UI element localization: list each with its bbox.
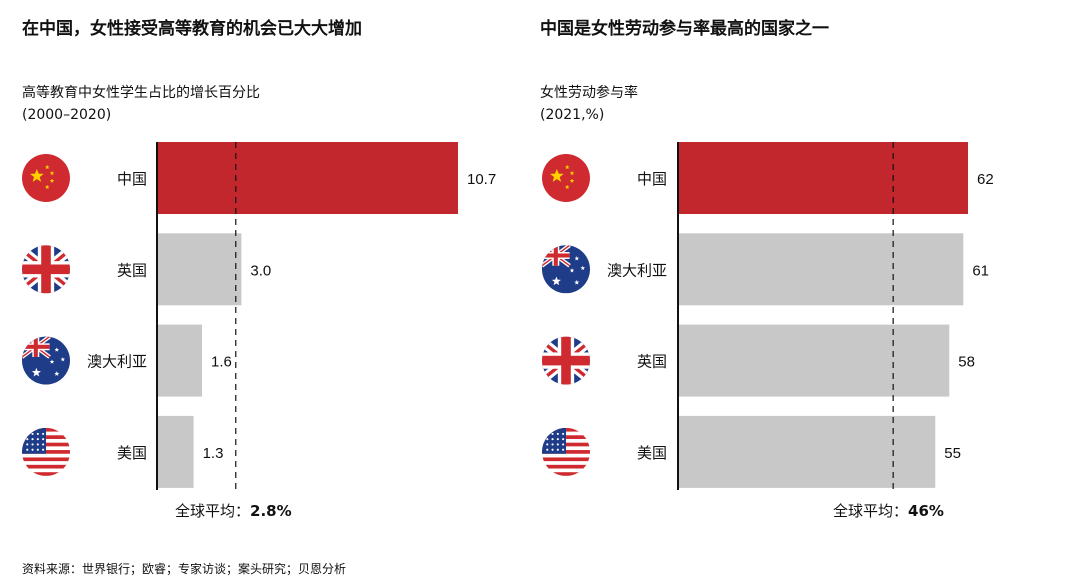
left-chart-subtitle-line1: 高等教育中女性学生占比的增长百分比	[22, 85, 260, 101]
right-chart-subtitle-line1: 女性劳动参与率	[540, 85, 638, 101]
right-global-average-text: 全球平均：	[833, 502, 909, 520]
australia-flag-icon	[542, 245, 590, 294]
left-global-average-text: 全球平均：	[175, 502, 251, 520]
data-label: 55	[944, 445, 961, 462]
data-label: 1.6	[211, 354, 232, 371]
right-global-average-label: 全球平均：46%	[833, 500, 944, 521]
australia-flag-icon	[22, 336, 70, 385]
china-flag-icon	[542, 154, 590, 202]
data-label: 61	[972, 262, 989, 279]
uk-flag-icon	[542, 336, 590, 385]
uk-flag-icon	[22, 245, 70, 294]
left-chart-title: 在中国，女性接受高等教育的机会已大大增加	[22, 19, 362, 39]
left-global-average-label: 全球平均：2.8%	[175, 500, 292, 521]
data-label: 58	[958, 354, 975, 371]
left-chart-subtitle-line2: (2000–2020)	[22, 107, 112, 123]
right-chart-subtitle: 女性劳动参与率 (2021,%)	[540, 82, 638, 126]
category-label: 澳大利亚	[607, 261, 667, 279]
right-chart-subtitle-line2: (2021,%)	[540, 107, 605, 123]
category-label: 美国	[637, 444, 667, 462]
bar	[678, 233, 964, 306]
bar	[678, 415, 936, 488]
bar	[157, 415, 194, 488]
category-label: 英国	[637, 353, 667, 371]
right-bar-chart: 62 中国 61 澳大利亚 58 英国 55 美国	[542, 142, 994, 490]
right-chart-title: 中国是女性劳动参与率最高的国家之一	[540, 19, 829, 39]
usa-flag-icon	[542, 427, 590, 476]
bar	[157, 142, 458, 214]
left-chart-panel: 在中国，女性接受高等教育的机会已大大增加 高等教育中女性学生占比的增长百分比 (…	[0, 0, 520, 540]
data-label: 3.0	[250, 262, 271, 279]
source-footnote: 资料来源：世界银行；欧睿；专家访谈；案头研究；贝恩分析	[22, 562, 347, 576]
data-label: 10.7	[467, 171, 496, 188]
bar	[678, 142, 968, 214]
category-label: 中国	[637, 170, 667, 188]
bar	[157, 324, 203, 397]
china-flag-icon	[22, 154, 70, 202]
bar	[678, 324, 950, 397]
bar	[157, 233, 242, 306]
category-label: 英国	[117, 261, 147, 279]
data-label: 62	[977, 171, 994, 188]
category-label: 中国	[117, 170, 147, 188]
category-label: 美国	[117, 444, 147, 462]
left-chart-subtitle: 高等教育中女性学生占比的增长百分比 (2000–2020)	[22, 82, 260, 126]
category-label: 澳大利亚	[87, 353, 147, 371]
usa-flag-icon	[22, 427, 70, 476]
right-global-average-value: 46%	[908, 502, 944, 520]
left-global-average-value: 2.8%	[250, 502, 292, 520]
left-bar-chart: 10.7 中国 3.0 英国 1.6 澳大利亚 1.3 美国	[22, 142, 496, 490]
data-label: 1.3	[203, 445, 224, 462]
right-chart-panel: 中国是女性劳动参与率最高的国家之一 女性劳动参与率 (2021,%) 62 中国 6…	[540, 0, 1060, 540]
